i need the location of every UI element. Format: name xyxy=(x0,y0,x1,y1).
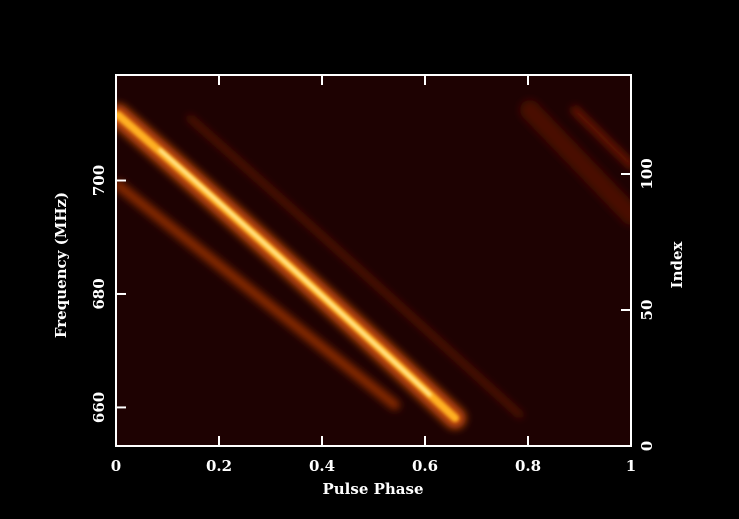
y2-tick-label: 50 xyxy=(638,300,656,321)
y2-axis-label: Index xyxy=(668,240,686,288)
heatmap-image xyxy=(116,100,631,429)
y-tick-label: 680 xyxy=(90,278,108,309)
x-tick-label: 0.8 xyxy=(515,457,541,475)
x-tick-label: 0.6 xyxy=(412,457,438,475)
y-tick-label: 700 xyxy=(90,165,108,196)
x-tick-label: 0 xyxy=(111,457,121,475)
x-tick-label: 0.4 xyxy=(309,457,335,475)
y-axis-label: Frequency (MHz) xyxy=(52,192,70,338)
x-axis-label: Pulse Phase xyxy=(323,480,424,498)
x-tick-label: 0.2 xyxy=(206,457,232,475)
y2-tick-label: 0 xyxy=(638,441,656,451)
y-tick-label: 660 xyxy=(90,392,108,423)
frame xyxy=(115,74,632,447)
x-tick-label: 1 xyxy=(626,457,636,475)
y2-tick-label: 100 xyxy=(638,158,656,189)
